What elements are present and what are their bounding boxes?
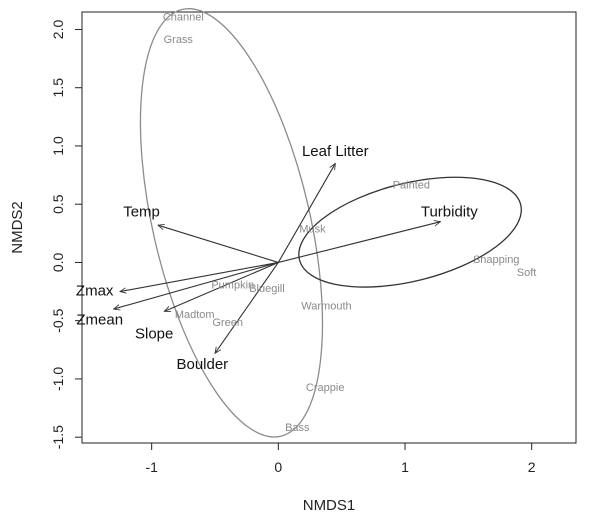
y-tick-label: 1.0 (50, 136, 66, 156)
vector-label-zmean: Zmean (76, 312, 123, 329)
x-tick-label: 0 (274, 459, 282, 475)
species-label-painted: Painted (393, 179, 430, 191)
x-tick-label: -1 (145, 459, 158, 475)
y-tick-label: 2.0 (50, 20, 66, 40)
y-tick-label: 0.5 (50, 194, 66, 214)
species-label-bass: Bass (285, 422, 310, 434)
y-tick-label: -0.5 (50, 308, 66, 332)
group-ellipse-1 (139, 8, 324, 438)
vector-arrow-leaf-litter (277, 163, 335, 263)
x-tick-label: 1 (401, 459, 409, 475)
vector-arrow-boulder (215, 262, 279, 353)
vector-label-zmax: Zmax (76, 283, 114, 300)
vector-label-turbidity: Turbidity (421, 203, 478, 220)
species-label-pumpkin: Pumpkin (211, 280, 254, 292)
species-label-channel: Channel (163, 12, 204, 24)
species-label-warmouth: Warmouth (301, 301, 351, 313)
y-tick-label: -1.0 (50, 367, 66, 391)
vector-arrow-slope (164, 261, 279, 311)
vector-arrow-zmean (114, 261, 279, 309)
vector-arrow-zmax (120, 261, 279, 291)
species-label-crappie: Crappie (306, 382, 345, 394)
plot-frame (81, 11, 577, 444)
species-label-snapping: Snapping (473, 254, 520, 266)
species-label-grass: Grass (164, 34, 194, 46)
vector-arrow-turbidity (278, 222, 440, 263)
y-tick-label: 1.5 (50, 78, 66, 98)
x-axis: -1 0 1 2 (145, 443, 536, 475)
vector-label-boulder: Boulder (176, 356, 228, 373)
y-tick-label: 0.0 (50, 253, 66, 273)
species-label-bluegill: Bluegill (249, 283, 284, 295)
species-label-soft: Soft (517, 267, 537, 279)
x-axis-title: NMDS1 (303, 497, 356, 514)
species-label-green: Green (212, 317, 243, 329)
x-tick-label: 2 (528, 459, 536, 475)
species-label-musk: Musk (299, 224, 326, 236)
ellipse-layer (139, 8, 522, 438)
vector-layer: Leaf Litter Turbidity Temp Zmax Zmean SlopeBo… (76, 143, 478, 373)
group-ellipse-2 (298, 176, 522, 288)
vector-label-slope: Slope (135, 326, 173, 343)
y-axis: -1.5 -1.0 -0.5 0.0 0.5 1.0 1.5 2.0 (50, 20, 82, 449)
vector-arrow-temp (158, 225, 279, 263)
vector-label-temp: Temp (123, 203, 160, 220)
vector-label-leaf-litter: Leaf Litter (302, 143, 369, 160)
y-axis-title: NMDS2 (9, 201, 26, 254)
y-tick-label: -1.5 (50, 425, 66, 449)
species-label-madtom: Madtom (175, 309, 215, 321)
